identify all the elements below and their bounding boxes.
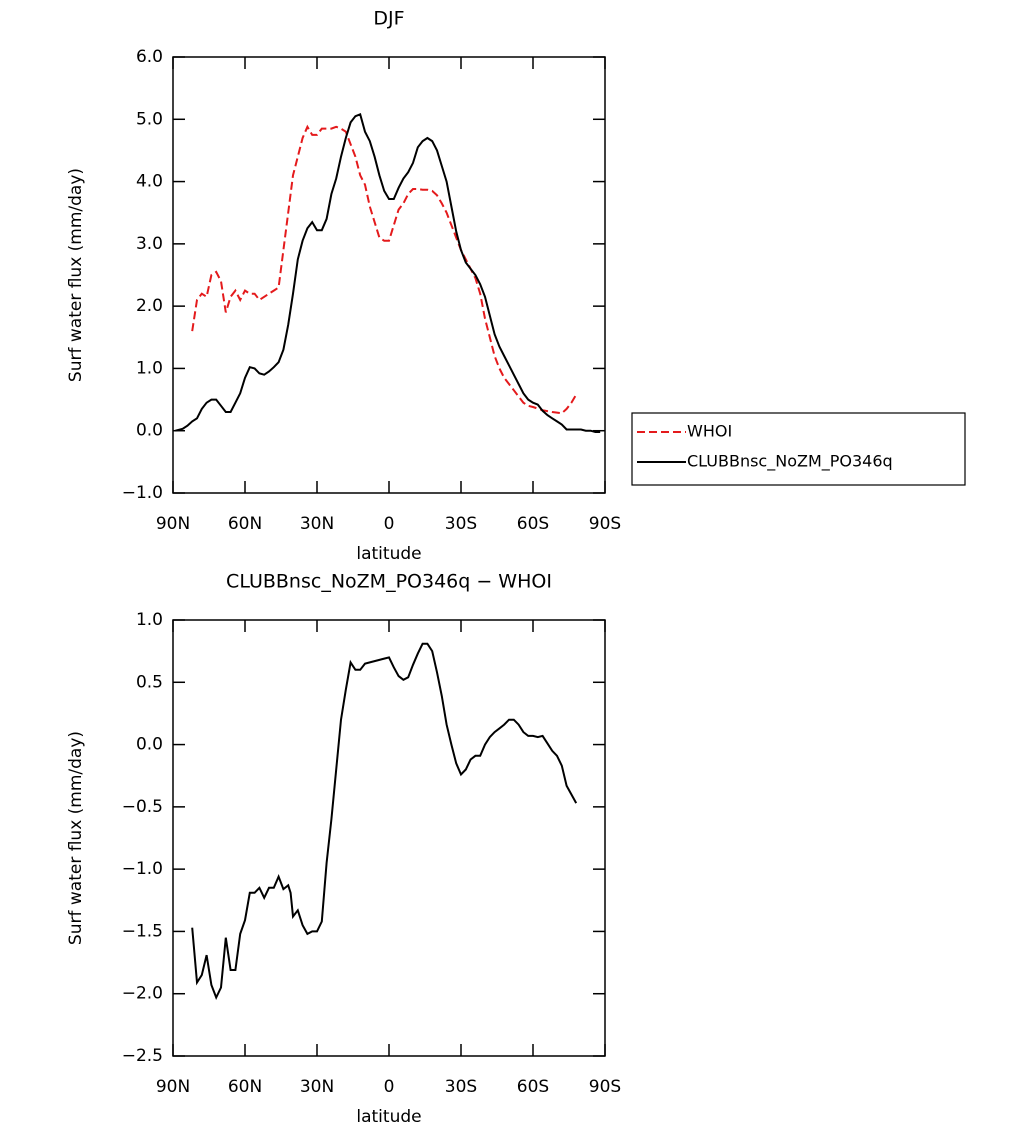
legend-box — [631, 412, 966, 486]
x-tick-label: 60S — [517, 1077, 549, 1097]
y-tick-label: 1.0 — [136, 610, 163, 630]
y-tick-label: 1.0 — [136, 358, 163, 378]
x-tick-label: 30S — [445, 1077, 477, 1097]
data-line — [175, 112, 601, 433]
y-tick-label: −2.0 — [122, 984, 163, 1004]
x-tick-label: 90S — [589, 514, 621, 534]
plot-frame — [172, 619, 606, 1057]
chart-title: DJF — [373, 8, 404, 30]
y-tick-label: 4.0 — [136, 172, 163, 192]
y-tick-label: 3.0 — [136, 234, 163, 254]
y-axis-label: Surf water flux (mm/day) — [66, 731, 86, 945]
x-tick-label: 90N — [156, 514, 190, 534]
legend-label: WHOI — [687, 422, 732, 441]
y-tick-label: 2.0 — [136, 296, 163, 316]
data-line — [191, 124, 578, 415]
x-tick-label: 60N — [228, 1077, 262, 1097]
x-axis-label: latitude — [356, 1107, 421, 1127]
data-line — [191, 642, 578, 1001]
y-tick-label: −1.0 — [122, 859, 163, 879]
y-tick-label: 0.0 — [136, 735, 163, 755]
legend-label: CLUBBnsc_NoZM_PO346q — [687, 452, 893, 472]
y-tick-label: −1.0 — [122, 483, 163, 503]
x-tick-label: 30N — [300, 514, 334, 534]
chart-title: CLUBBnsc_NoZM_PO346q − WHOI — [226, 571, 552, 593]
x-tick-label: 30N — [300, 1077, 334, 1097]
x-tick-label: 30S — [445, 514, 477, 534]
plot-frame — [172, 56, 606, 494]
y-tick-label: 5.0 — [136, 109, 163, 129]
x-tick-label: 0 — [384, 514, 395, 534]
x-tick-label: 90S — [589, 1077, 621, 1097]
x-tick-label: 60S — [517, 514, 549, 534]
y-tick-label: 0.5 — [136, 672, 163, 692]
x-tick-label: 90N — [156, 1077, 190, 1097]
y-tick-label: −1.5 — [122, 921, 163, 941]
y-tick-label: −2.5 — [122, 1046, 163, 1066]
y-axis-label: Surf water flux (mm/day) — [66, 168, 86, 382]
x-tick-label: 0 — [384, 1077, 395, 1097]
y-tick-label: −0.5 — [122, 797, 163, 817]
x-axis-label: latitude — [356, 544, 421, 564]
y-tick-label: 0.0 — [136, 421, 163, 441]
y-tick-label: 6.0 — [136, 47, 163, 67]
x-tick-label: 60N — [228, 514, 262, 534]
